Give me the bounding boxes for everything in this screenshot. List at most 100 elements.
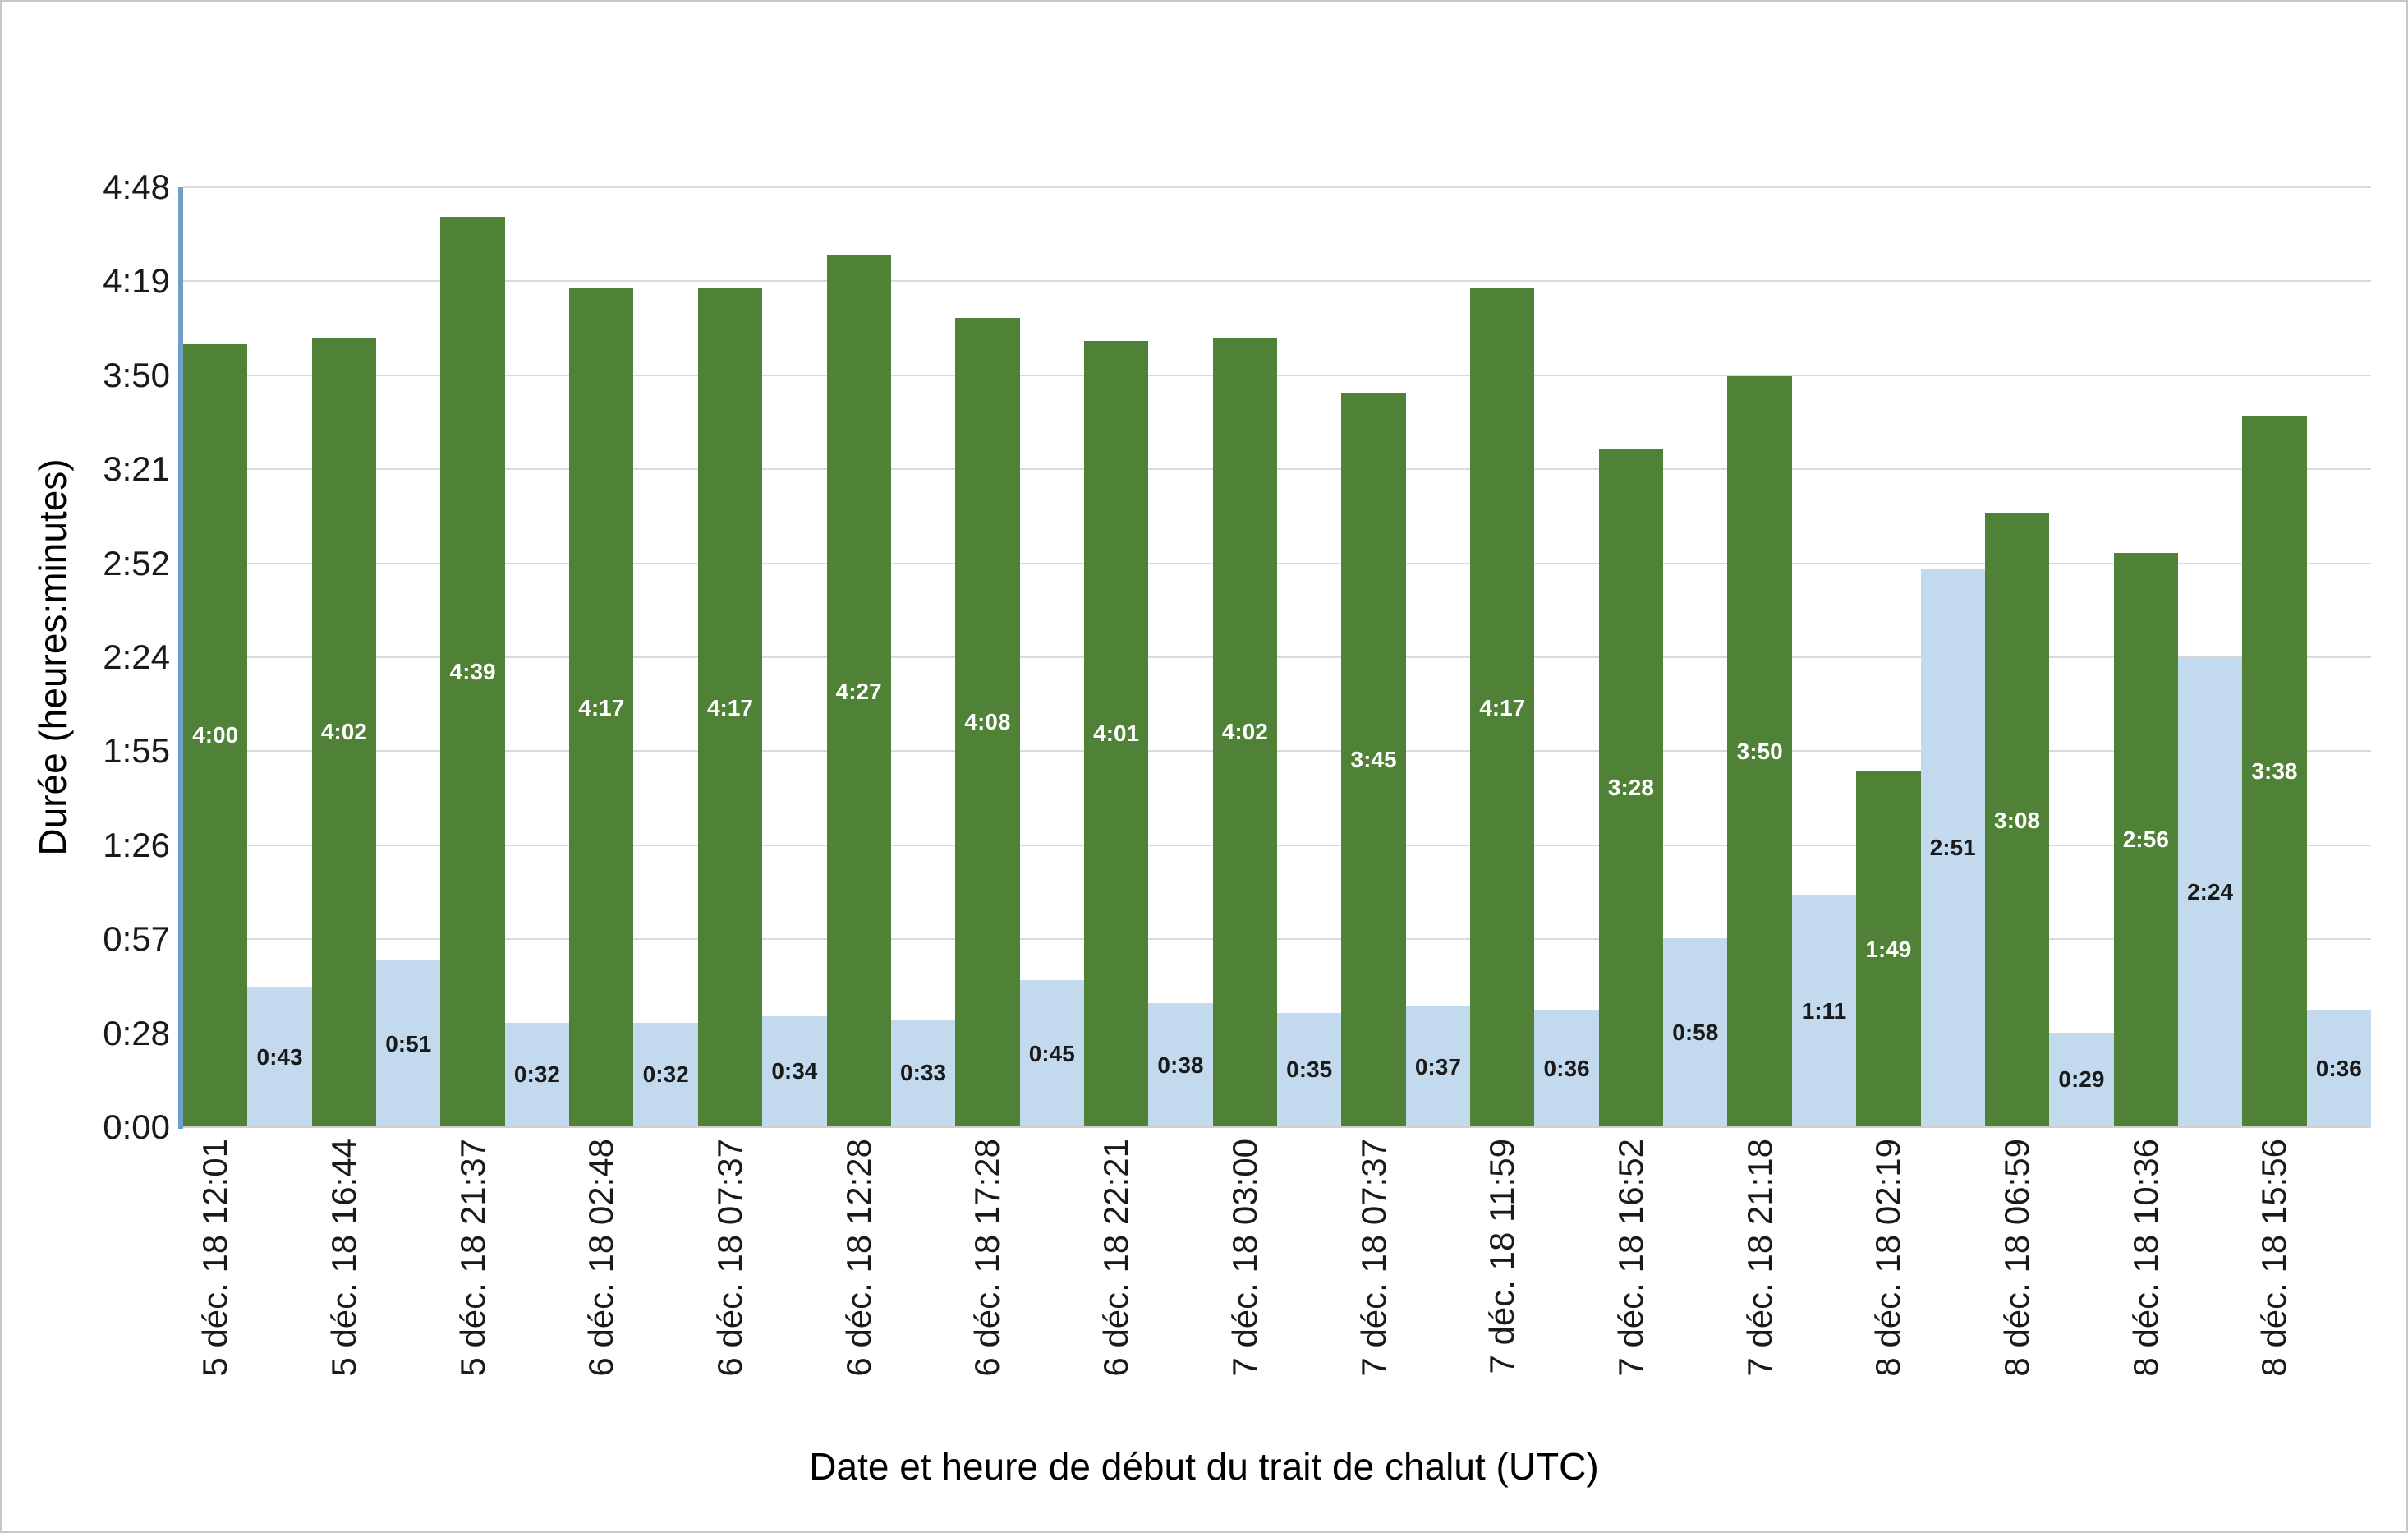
bar-value-label: 2:24 <box>2187 879 2234 905</box>
x-tick-label: 7 déc. 18 21:18 <box>1739 1139 1779 1377</box>
bar-value-label: 0:38 <box>1157 1052 1204 1078</box>
bar-value-label: 2:51 <box>1929 835 1976 861</box>
y-axis-line <box>178 187 183 1129</box>
x-tick-label: 8 déc. 18 06:59 <box>1997 1139 2037 1377</box>
x-tick-label: 7 déc. 18 11:59 <box>1482 1139 1522 1374</box>
bar-green: 4:01 <box>1083 340 1149 1127</box>
y-tick-label: 0:57 <box>103 919 170 959</box>
gridline <box>183 562 2371 564</box>
y-tick-label: 4:19 <box>103 261 170 301</box>
bar-green: 4:27 <box>826 256 891 1127</box>
y-tick-label: 0:28 <box>103 1013 170 1052</box>
bar-value-label: 4:02 <box>1221 719 1268 745</box>
bar-value-label: 3:28 <box>1607 774 1654 800</box>
bar-blue: 0:45 <box>1019 980 1084 1127</box>
bar-value-label: 4:01 <box>1093 720 1140 747</box>
bar-green: 1:49 <box>1856 771 1921 1127</box>
y-tick-label: 2:24 <box>103 638 170 676</box>
x-tick-label: 8 déc. 18 02:19 <box>1868 1139 1908 1377</box>
bar-blue: 2:51 <box>1920 569 1985 1127</box>
bar-blue: 0:38 <box>1148 1003 1213 1127</box>
x-tick-label: 8 déc. 18 10:36 <box>2125 1139 2165 1377</box>
x-axis-title: Date et heure de début du trait de chalu… <box>809 1445 1599 1488</box>
bar-value-label: 1:11 <box>1801 997 1847 1024</box>
gridline <box>183 280 2371 283</box>
x-axis-line <box>183 1126 2371 1128</box>
y-tick-label: 4:48 <box>103 168 170 206</box>
x-tick-label: 6 déc. 18 12:28 <box>839 1139 878 1377</box>
gridline <box>183 844 2371 846</box>
x-tick-label: 5 déc. 18 16:44 <box>324 1139 363 1377</box>
bar-value-label: 4:17 <box>706 694 754 720</box>
gridline <box>183 938 2371 941</box>
bar-value-label: 0:58 <box>1672 1019 1719 1045</box>
x-tick-label: 6 déc. 18 02:48 <box>581 1139 621 1377</box>
bar-value-label: 0:45 <box>1028 1040 1075 1066</box>
bar-value-label: 3:38 <box>2251 758 2298 785</box>
gridline <box>183 374 2371 376</box>
bar-blue: 1:11 <box>1791 895 1857 1127</box>
gridline <box>183 750 2371 753</box>
bar-value-label: 0:37 <box>1414 1053 1461 1080</box>
gridline <box>183 186 2371 188</box>
x-tick-label: 7 déc. 18 03:00 <box>1225 1139 1264 1377</box>
bar-value-label: 0:43 <box>256 1043 303 1070</box>
x-tick-label: 6 déc. 18 22:21 <box>1096 1139 1136 1377</box>
bar-blue: 0:32 <box>504 1022 570 1127</box>
x-tick-label: 8 déc. 18 15:56 <box>2254 1139 2294 1377</box>
bar-value-label: 3:45 <box>1350 747 1397 773</box>
bar-value-label: 2:56 <box>2122 826 2169 853</box>
x-tick-label: 6 déc. 18 17:28 <box>967 1139 1007 1377</box>
y-tick-label: 1:55 <box>103 731 170 771</box>
bar-green: 4:17 <box>569 288 634 1127</box>
x-tick-label: 5 déc. 18 21:37 <box>453 1139 492 1377</box>
bar-blue: 0:51 <box>376 960 441 1127</box>
bar-blue: 0:43 <box>247 987 312 1127</box>
y-tick-labels: 4:48 4:19 3:50 3:21 2:52 2:24 1:55 1:26 0:57 0:28… <box>2 168 170 1146</box>
bar-green: 4:17 <box>1470 288 1535 1127</box>
bar-blue: 0:32 <box>633 1022 698 1127</box>
bar-value-label: 4:08 <box>964 709 1011 735</box>
bar-blue: 0:35 <box>1277 1012 1342 1127</box>
plot-area: 4:00 0:43 4:02 0:51 4:39 0:32 4:17 0:32 4:17 0:34… <box>178 186 2371 1129</box>
bar-blue: 0:36 <box>1534 1010 1599 1127</box>
bar-blue: 0:29 <box>2049 1032 2114 1127</box>
bar-blue: 0:33 <box>890 1019 956 1127</box>
x-tick-label: 6 déc. 18 07:37 <box>710 1139 749 1377</box>
bar-value-label: 0:32 <box>513 1061 560 1088</box>
bar-value-label: 0:51 <box>385 1030 432 1057</box>
bar-value-label: 3:50 <box>1736 739 1783 765</box>
bar-green: 4:17 <box>697 288 763 1127</box>
bar-green: 4:39 <box>440 216 505 1127</box>
bar-green: 3:08 <box>1984 513 2050 1127</box>
bar-blue: 0:58 <box>1663 937 1728 1127</box>
x-tick-label: 5 déc. 18 12:01 <box>195 1139 235 1377</box>
y-tick-label: 2:52 <box>103 543 170 582</box>
bar-green: 3:45 <box>1341 393 1406 1127</box>
bar-value-label: 3:08 <box>1994 807 2041 833</box>
bar-value-label: 0:34 <box>771 1058 818 1084</box>
bar-value-label: 4:02 <box>320 719 367 745</box>
bar-green: 4:08 <box>955 317 1020 1127</box>
bar-blue: 0:36 <box>2306 1010 2371 1127</box>
bar-green: 4:02 <box>311 337 377 1127</box>
bar-green: 3:50 <box>1727 376 1792 1127</box>
bar-value-label: 0:35 <box>1286 1057 1333 1083</box>
y-tick-label: 3:21 <box>103 449 170 489</box>
bar-value-label: 4:17 <box>578 694 625 720</box>
x-tick-label: 7 déc. 18 16:52 <box>1611 1139 1650 1377</box>
gridline <box>183 656 2371 658</box>
bar-value-label: 0:32 <box>642 1061 689 1088</box>
bar-value-label: 4:17 <box>1479 694 1526 720</box>
y-tick-label: 3:50 <box>103 355 170 394</box>
bar-value-label: 4:39 <box>449 658 496 684</box>
bar-blue: 2:24 <box>2177 657 2243 1127</box>
bar-green: 4:02 <box>1212 337 1277 1127</box>
y-tick-label: 0:00 <box>103 1107 170 1146</box>
bar-value-label: 0:36 <box>2315 1055 2362 1081</box>
bar-blue: 0:37 <box>1405 1006 1471 1127</box>
bar-value-label: 4:00 <box>192 722 239 748</box>
x-tick-labels: 5 déc. 18 12:01 5 déc. 18 16:44 5 déc. 18 … <box>183 1139 2371 1459</box>
bar-value-label: 0:36 <box>1543 1055 1590 1081</box>
bar-green: 2:56 <box>2113 552 2178 1127</box>
